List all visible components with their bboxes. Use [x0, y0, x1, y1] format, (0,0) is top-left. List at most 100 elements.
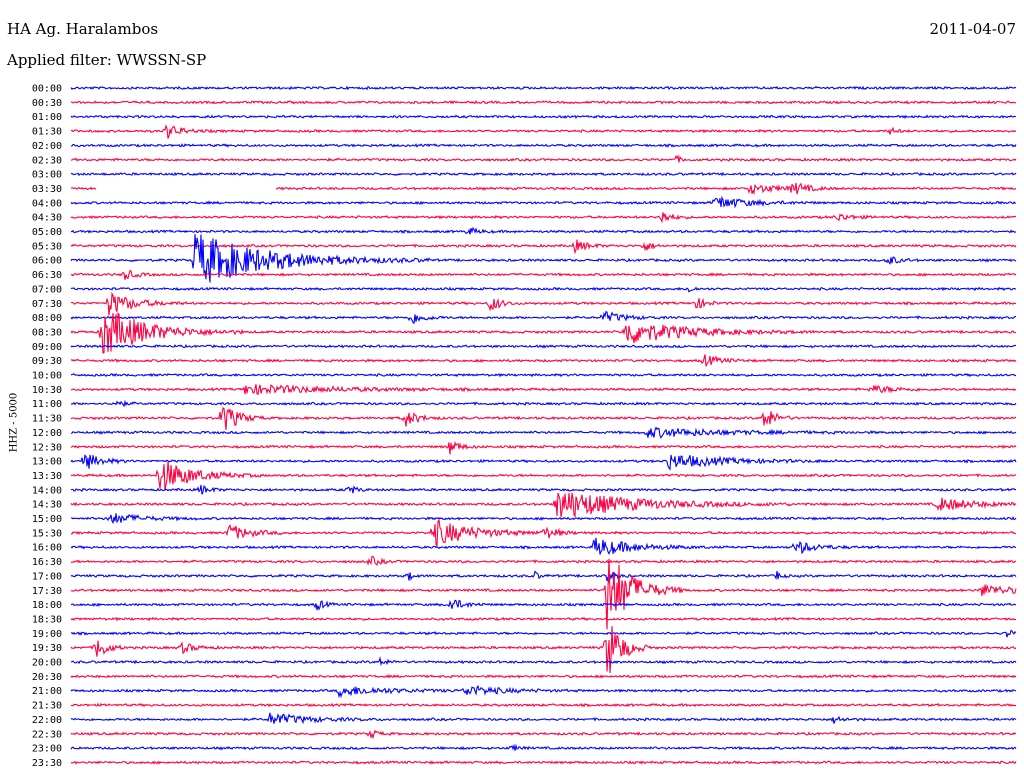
time-tick-label: 13:00	[32, 457, 62, 468]
trace-line	[70, 124, 1017, 139]
time-tick-label: 14:30	[32, 500, 62, 511]
trace-line	[70, 286, 1017, 293]
time-tick-label: 02:30	[32, 155, 62, 166]
time-tick-label: 18:30	[32, 614, 62, 625]
time-tick-label: 04:30	[32, 213, 62, 224]
trace-line	[70, 440, 1017, 455]
time-tick-label: 21:00	[32, 686, 62, 697]
time-tick-label: 08:30	[32, 327, 62, 338]
trace-line	[70, 269, 1017, 280]
trace-line	[70, 570, 1017, 584]
time-tick-label: 03:30	[32, 184, 62, 195]
trace-line	[71, 383, 1017, 396]
trace-line	[70, 555, 1017, 566]
trace-line	[70, 518, 1017, 548]
time-tick-label: 13:30	[32, 471, 62, 482]
time-tick-label: 22:30	[32, 729, 62, 740]
time-tick-label: 06:30	[32, 270, 62, 281]
trace-line	[70, 406, 1017, 431]
trace-line	[71, 656, 1017, 667]
trace-line	[70, 171, 1017, 177]
trace-line	[70, 537, 1017, 556]
time-tick-label: 16:30	[32, 557, 62, 568]
time-tick-label: 01:00	[32, 112, 62, 123]
trace-line	[70, 372, 1016, 378]
time-tick-label: 20:00	[32, 658, 62, 669]
trace-line	[70, 629, 1017, 638]
time-tick-label: 09:00	[32, 342, 62, 353]
trace-line	[70, 426, 1017, 439]
trace-line	[70, 343, 1017, 349]
time-tick-label: 15:00	[32, 514, 62, 525]
trace-line	[70, 399, 1017, 408]
time-tick-label: 23:00	[32, 744, 62, 755]
time-tick-label: 08:00	[32, 313, 62, 324]
station-name: HA Ag. Haralambos	[7, 20, 159, 38]
trace-line	[70, 673, 1017, 679]
trace-line	[70, 226, 1017, 235]
trace-line	[71, 154, 1017, 163]
trace-line	[70, 513, 1017, 525]
trace-line	[70, 239, 1017, 255]
trace-line	[70, 484, 1017, 495]
trace-line	[70, 684, 1017, 699]
time-tick-label: 12:00	[32, 428, 62, 439]
time-tick-label: 15:30	[32, 528, 62, 539]
time-tick-label: 06:00	[32, 256, 62, 267]
trace-line	[70, 311, 1017, 325]
trace-line	[70, 312, 1017, 354]
trace-line	[70, 291, 1017, 316]
trace-line	[70, 114, 1017, 120]
time-tick-label: 17:30	[32, 586, 62, 597]
trace-line	[70, 195, 1016, 209]
trace-line	[70, 492, 1017, 518]
trace-line	[70, 461, 1017, 491]
time-tick-label: 04:00	[32, 198, 62, 209]
time-tick-label: 16:00	[32, 543, 62, 554]
time-tick-label: 23:30	[32, 758, 62, 769]
trace-line	[70, 702, 1016, 708]
trace-line	[70, 85, 1017, 91]
trace-line	[70, 99, 1017, 105]
time-tick-label: 05:00	[32, 227, 62, 238]
time-tick-label: 05:30	[32, 241, 62, 252]
trace-line	[70, 599, 1017, 611]
time-tick-label: 19:00	[32, 629, 62, 640]
time-tick-label: 09:30	[32, 356, 62, 367]
time-tick-label: 18:00	[32, 600, 62, 611]
trace-line	[70, 354, 1017, 367]
time-tick-label: 00:30	[32, 98, 62, 109]
trace-line	[70, 626, 1017, 674]
time-tick-label: 11:30	[32, 414, 62, 425]
trace-line	[70, 454, 1017, 471]
filter-label: Applied filter: WWSSN-SP	[7, 51, 207, 69]
trace-line	[70, 212, 1017, 224]
time-tick-label: 02:00	[32, 141, 62, 152]
time-tick-label: 21:30	[32, 701, 62, 712]
trace-line	[70, 182, 1017, 196]
trace-line	[70, 143, 1017, 148]
time-tick-label: 10:30	[32, 385, 62, 396]
record-date: 2011-04-07	[929, 20, 1016, 38]
time-tick-label: 00:00	[32, 84, 62, 95]
trace-line	[70, 234, 1017, 283]
time-tick-label: 12:30	[32, 442, 62, 453]
trace-line	[70, 760, 1017, 765]
time-tick-label: 10:00	[32, 371, 62, 382]
trace-line	[70, 616, 1017, 622]
trace-line	[70, 743, 1017, 751]
trace-line	[70, 729, 1017, 740]
time-tick-label: 07:30	[32, 299, 62, 310]
time-tick-label: 20:30	[32, 672, 62, 683]
trace-line	[70, 558, 1017, 630]
trace-line	[70, 712, 1017, 725]
time-tick-label: 19:30	[32, 643, 62, 654]
time-tick-label: 17:00	[32, 571, 62, 582]
time-tick-label: 03:00	[32, 170, 62, 181]
time-tick-label: 01:30	[32, 127, 62, 138]
time-tick-label: 14:00	[32, 485, 62, 496]
time-tick-label: 11:00	[32, 399, 62, 410]
time-tick-label: 22:00	[32, 715, 62, 726]
time-tick-label: 07:00	[32, 284, 62, 295]
